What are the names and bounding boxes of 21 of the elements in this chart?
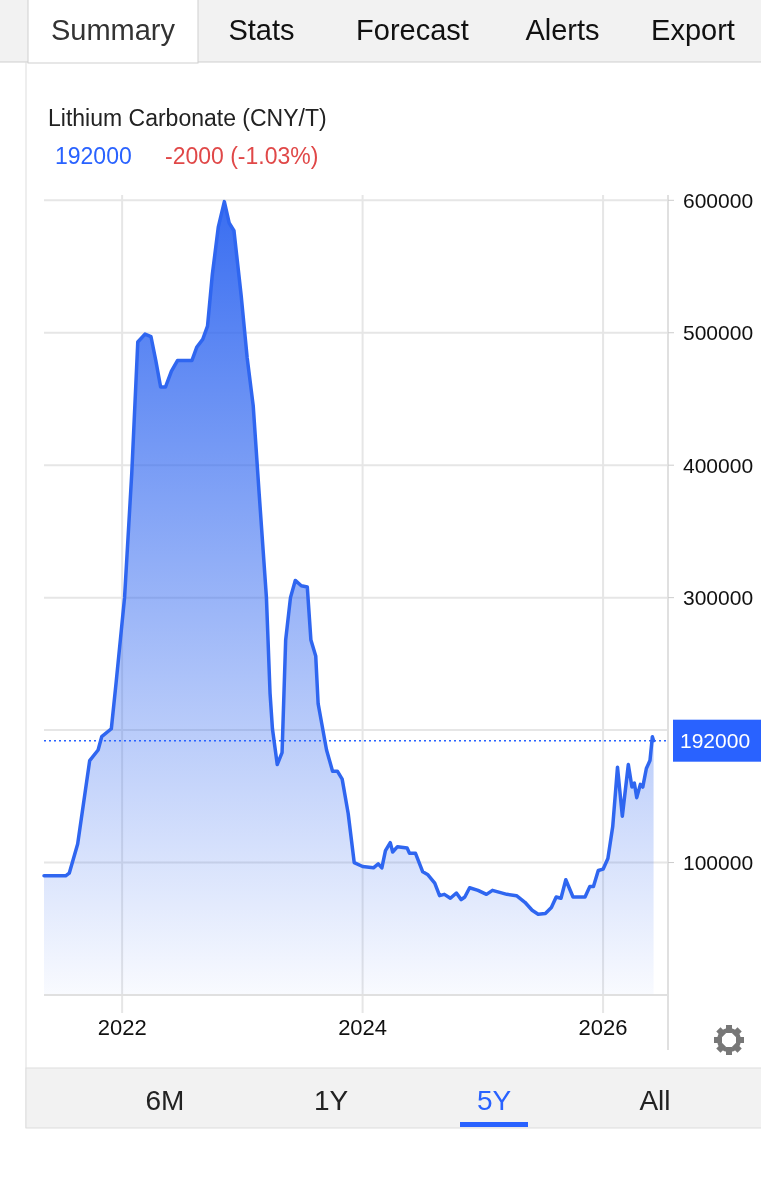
y-tick-label: 300000	[683, 586, 754, 609]
x-tick-label: 2026	[578, 1014, 628, 1040]
text: Stats	[228, 14, 295, 47]
x-tick-label: 2022	[97, 1014, 147, 1040]
chart-subtitle: 192000	[55, 143, 132, 170]
text: All	[639, 1084, 671, 1116]
text: Export	[651, 14, 735, 47]
text: 5Y	[476, 1084, 512, 1116]
y-tick-label: 500000	[683, 321, 754, 345]
y-tick-label: 400000	[683, 453, 754, 477]
x-tick-label: 2024	[338, 1014, 388, 1040]
ref-line-label: 192000	[680, 729, 751, 753]
y-tick-label: 100000	[683, 850, 754, 874]
text: Summary	[50, 14, 176, 47]
text: 6M	[145, 1084, 185, 1116]
text: 1Y	[313, 1084, 349, 1116]
text: Forecast	[356, 14, 469, 47]
text: -2000 (-1.03%)	[165, 143, 319, 170]
text: Alerts	[525, 14, 600, 47]
chart-title: Lithium Carbonate (CNY/T)	[48, 105, 327, 132]
y-tick-label: 600000	[683, 188, 754, 212]
